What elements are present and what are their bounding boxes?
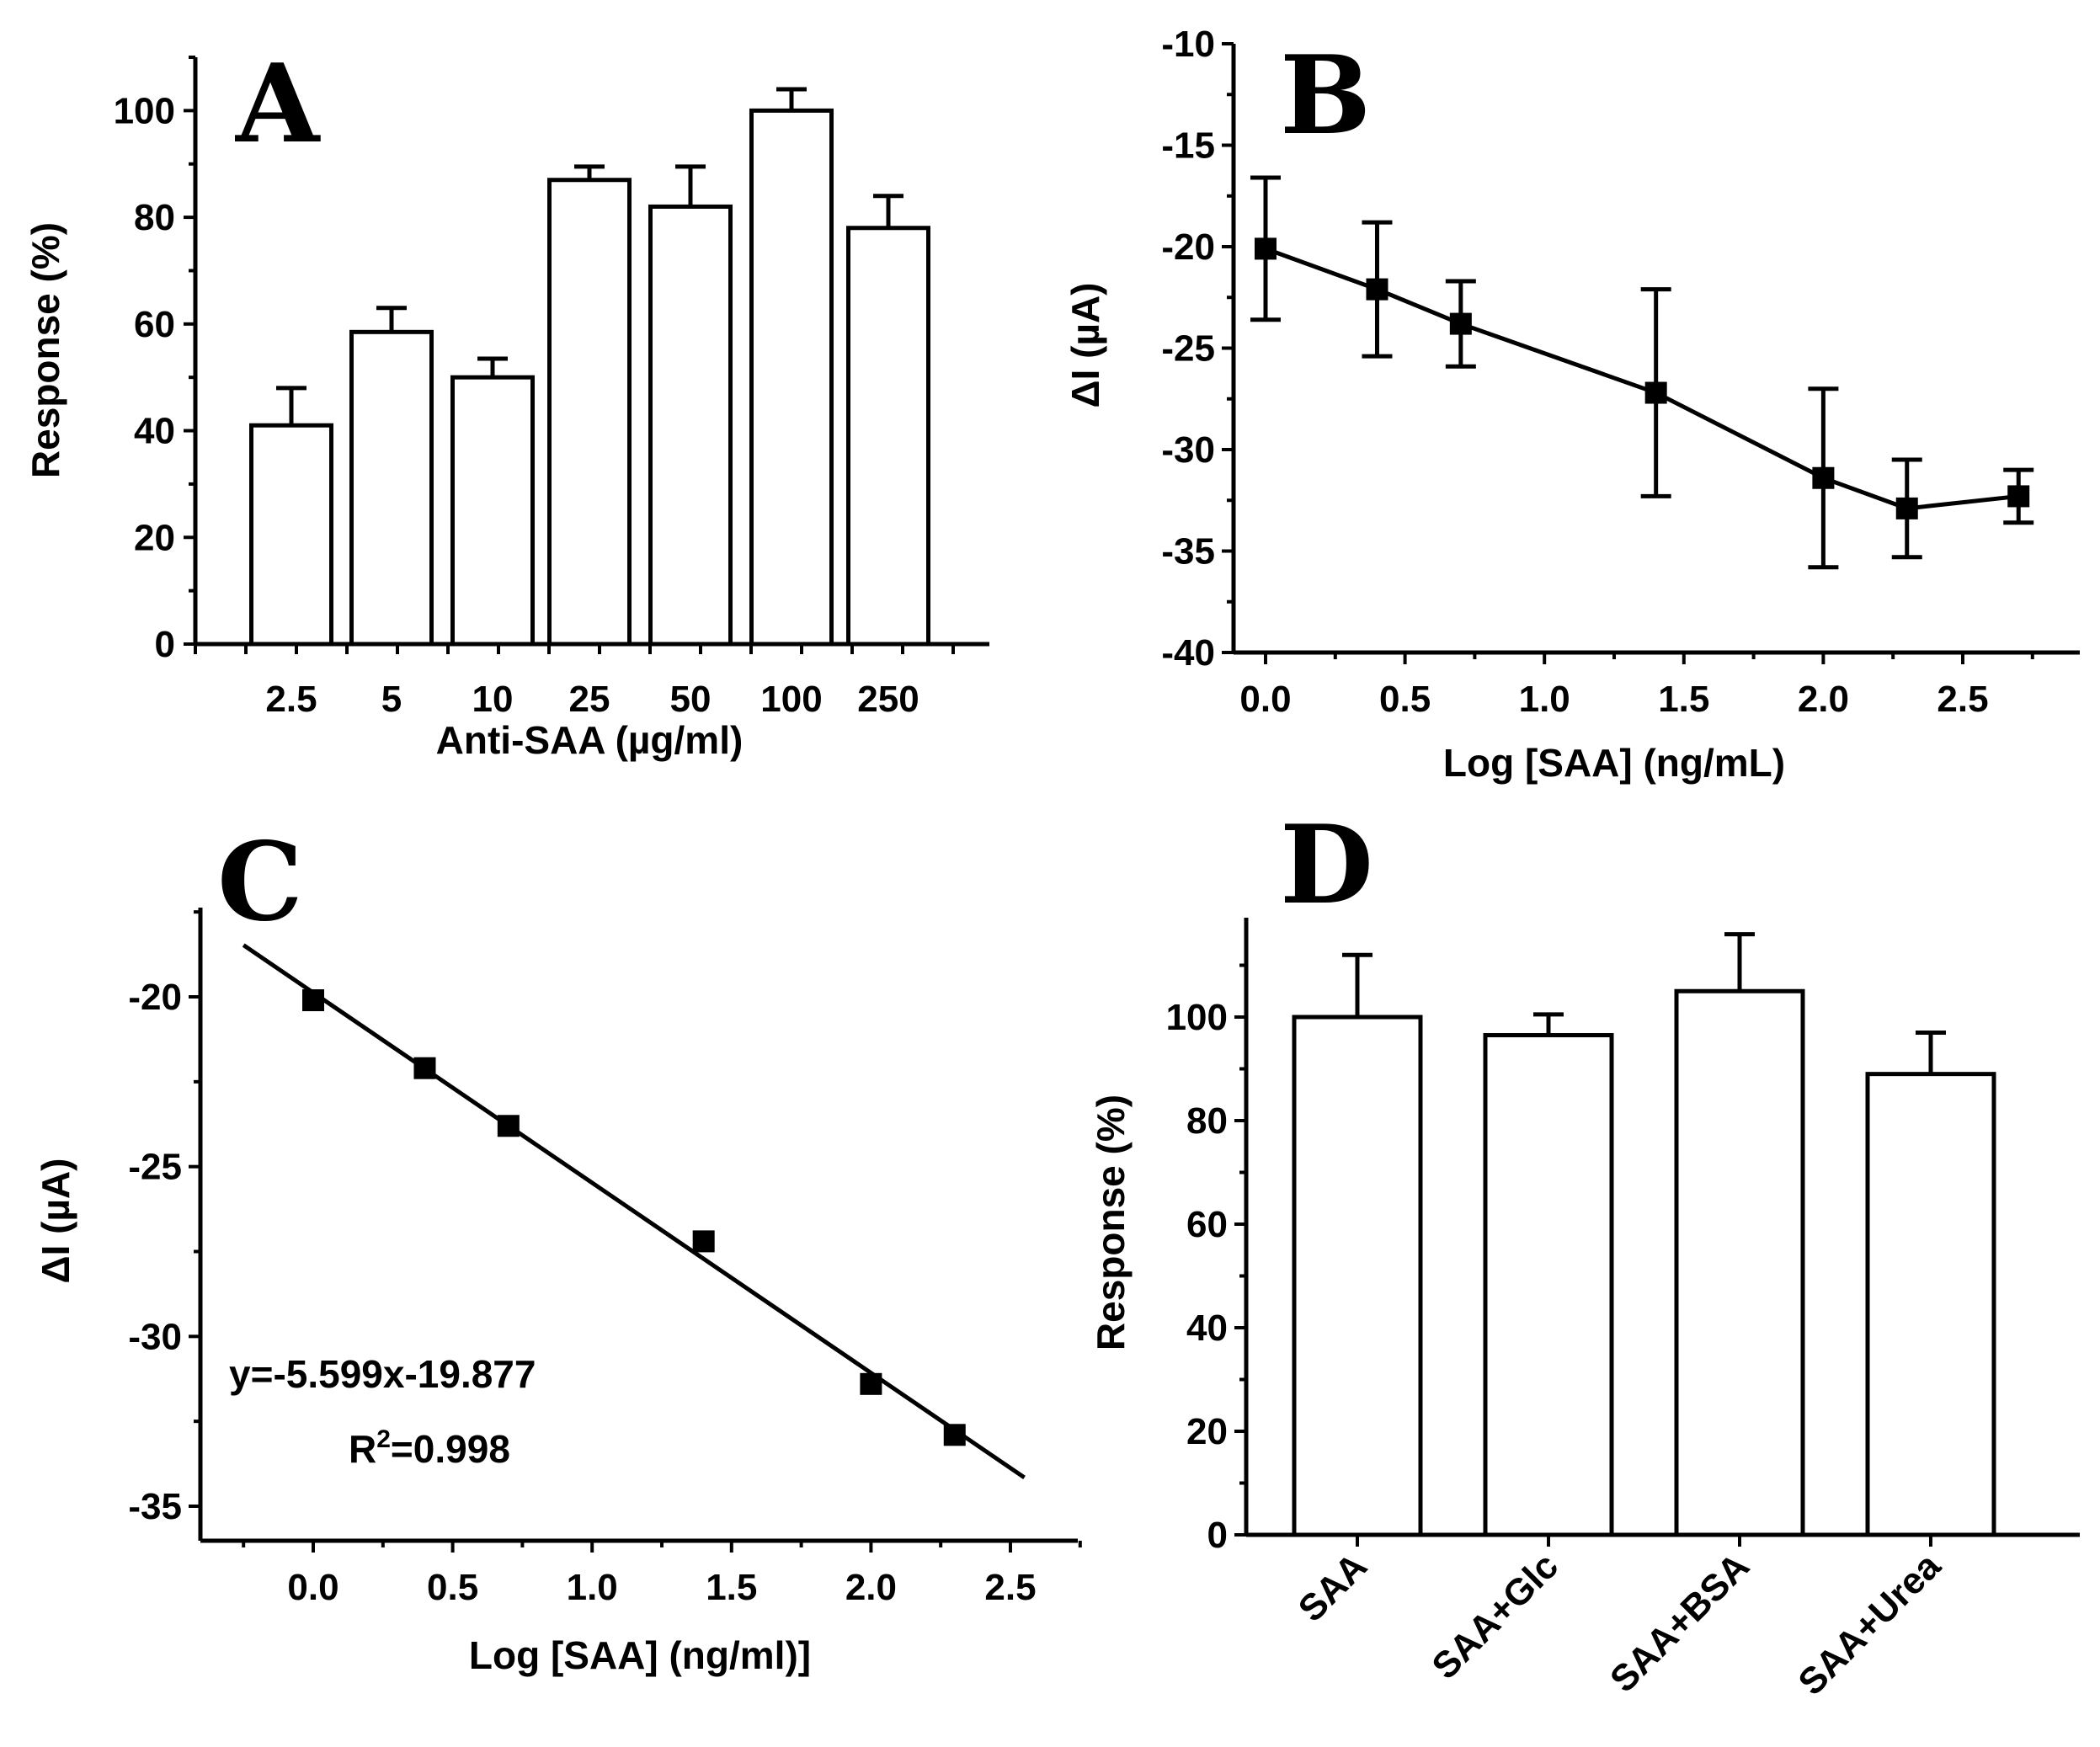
x-tick-label: 100	[760, 679, 822, 720]
data-point	[2007, 485, 2030, 508]
y-tick-label: -40	[1161, 632, 1215, 674]
x-tick-label: 1.0	[1519, 679, 1570, 720]
x-tick-label: 2.0	[845, 1567, 897, 1608]
y-tick-label: 20	[134, 517, 175, 558]
r-squared-sup: 2	[376, 1425, 391, 1453]
y-tick-label: 40	[1186, 1308, 1228, 1349]
data-point	[1449, 312, 1472, 335]
y-tick-label: -35	[1161, 531, 1215, 573]
data-point	[1366, 278, 1388, 301]
x-tick-label: SAA+Urea	[1790, 1545, 1948, 1703]
panel-d: 0 20 40 60 80 100 SAA SAA+Glc SAA+BSA SAA+Urea Res…	[1089, 918, 2080, 1703]
x-tick-label: 0.5	[1379, 679, 1431, 720]
panel-c: -20 -25 -30 -35 0.0 0.5 1.0 1.5 2.0 2.5 y=-5.599x-…	[34, 908, 1082, 1677]
y-tick-label: 60	[134, 304, 175, 345]
bar	[1674, 988, 1805, 1537]
y-tick-label: 100	[1166, 997, 1228, 1038]
bar	[547, 178, 632, 647]
bar	[1292, 1015, 1423, 1537]
bar	[249, 423, 333, 647]
panel-a: 0 20 40 60 80 100 2.5 5 10 25 50 100 250 Anti-SAA (µg…	[24, 56, 989, 762]
y-tick-label: 0	[155, 624, 175, 665]
x-tick-label: 2.5	[1937, 679, 1988, 720]
r-squared-prefix: R	[349, 1427, 376, 1471]
y-tick-label: -30	[128, 1316, 182, 1357]
y-tick-label: -35	[128, 1486, 182, 1527]
data-point	[943, 1424, 966, 1446]
y-tick-label: -15	[1161, 125, 1215, 167]
data-point	[1812, 466, 1835, 489]
y-tick-label: -30	[1161, 429, 1215, 471]
r-squared-value: =0.998	[391, 1427, 510, 1471]
y-tick-label: 80	[134, 197, 175, 238]
data-point	[1255, 237, 1277, 260]
y-axis-label: Response (%)	[24, 222, 67, 478]
panel-letter-c: C	[217, 819, 303, 945]
x-tick-label: 2.5	[265, 679, 317, 720]
y-axis-label: ΔI (µA)	[34, 1158, 77, 1284]
y-axis-label: ΔI (µA)	[1063, 283, 1107, 408]
data-point	[692, 1230, 715, 1253]
y-tick-label: 20	[1186, 1411, 1228, 1452]
data-point	[413, 1057, 436, 1079]
data-point	[1895, 497, 1918, 519]
fit-line	[242, 943, 1026, 1479]
bar	[648, 204, 733, 647]
x-tick-label: 0.0	[1239, 679, 1291, 720]
panel-letter-a: A	[235, 41, 321, 168]
x-tick-label: 2.0	[1798, 679, 1849, 720]
data-point	[1644, 381, 1667, 404]
bar	[349, 329, 434, 647]
panel-letter-d: D	[1280, 802, 1373, 929]
panel-b: -10 -15 -20 -25 -30 -35 -40 0.0 0.5 1.0 1.5 2.0 2.5 L…	[1063, 24, 2080, 785]
x-tick-label: 10	[472, 679, 514, 720]
x-tick-label: 25	[569, 679, 610, 720]
x-tick-label: SAA	[1291, 1545, 1375, 1629]
y-tick-label: -20	[1161, 226, 1215, 268]
bar	[846, 226, 930, 647]
y-tick-label: -25	[128, 1147, 182, 1188]
y-tick-label: -20	[128, 977, 182, 1018]
y-tick-label: 40	[134, 411, 175, 452]
x-tick-label: 0.0	[287, 1567, 338, 1608]
bar	[749, 108, 834, 647]
x-axis-label: Anti-SAA (µg/ml)	[436, 718, 744, 762]
y-tick-label: 80	[1186, 1100, 1228, 1142]
y-tick-label: 0	[1207, 1515, 1228, 1556]
x-tick-label: 5	[381, 679, 402, 720]
bar	[1865, 1072, 1996, 1537]
y-tick-label: -25	[1161, 328, 1215, 370]
fit-equation: y=-5.599x-19.877	[229, 1352, 536, 1396]
x-tick-label: 1.5	[1658, 679, 1709, 720]
x-tick-label: 1.5	[706, 1567, 757, 1608]
x-tick-label: 50	[670, 679, 712, 720]
r-squared: R2=0.998	[349, 1425, 510, 1471]
y-axis-label: Response (%)	[1089, 1095, 1133, 1350]
data-point	[497, 1115, 520, 1137]
data-point	[302, 989, 324, 1012]
data-point	[860, 1372, 882, 1395]
y-tick-label: -10	[1161, 24, 1215, 65]
bar	[450, 375, 535, 647]
x-tick-label: 0.5	[427, 1567, 478, 1608]
bar	[1483, 1033, 1614, 1537]
y-tick-label: 60	[1186, 1204, 1228, 1245]
x-tick-label: 2.5	[984, 1567, 1036, 1608]
x-axis-label: Log [SAA] (ng/mL)	[1443, 741, 1785, 785]
panel-letter-b: B	[1280, 33, 1371, 159]
x-tick-label: SAA+BSA	[1602, 1545, 1757, 1700]
y-tick-label: 100	[114, 90, 175, 131]
x-axis-label: Log [SAA] (ng/ml)]	[469, 1633, 811, 1677]
x-tick-label: 1.0	[567, 1567, 618, 1608]
x-tick-label: 250	[857, 679, 919, 720]
x-tick-label: SAA+Glc	[1424, 1545, 1566, 1687]
